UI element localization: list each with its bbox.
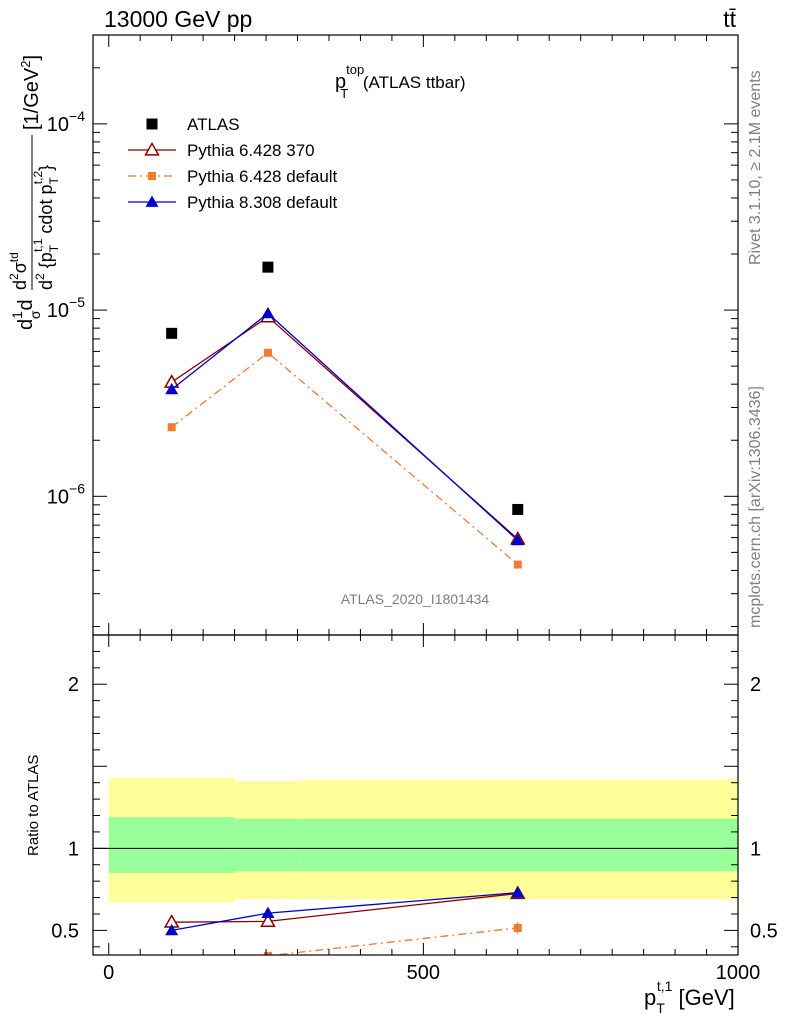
svg-text:d2σtd: d2σtd [7, 252, 30, 290]
pythia-6-428-370-line [171, 316, 519, 540]
energy-label: 13000 GeV pp [104, 6, 252, 32]
main-y-tick-label: 10−5 [47, 294, 85, 322]
pythia-6-428-default-ratio-point [168, 958, 176, 966]
pythia-6-428-default-point [167, 423, 176, 432]
ratio-y-tick-label: 0.5 [51, 920, 79, 942]
x-axis-label: pTt,1 [GeV] [644, 978, 735, 1016]
ratio-y-tick-label: 1 [68, 838, 79, 860]
svg-text:[1/GeV2]: [1/GeV2] [18, 55, 43, 130]
legend: ATLAS Pythia 6.428 370 Pythia 6.428 defaul… [128, 115, 338, 212]
ratio-panel-frame [92, 634, 739, 956]
legend-label-pythia-6-428-370: Pythia 6.428 370 [187, 141, 315, 160]
atlas-point [166, 327, 178, 339]
legend-marker-pythia-6-428-default [148, 172, 156, 180]
pythia-8-308-default-ratio-point [261, 906, 275, 919]
pythia-6-428-default-point [263, 348, 272, 357]
pythia-8-308-default-point [261, 306, 275, 319]
pythia-8-308-default-ratio-point [165, 923, 179, 936]
process-label: tt̄ [723, 6, 736, 32]
pythia-6-428-default-ratio-point [513, 923, 522, 932]
pythia-6-428-370-ratio-point [260, 913, 276, 927]
legend-label-pythia-6-428-default: Pythia 6.428 default [187, 167, 338, 186]
main-plot-title: ptop T (ATLAS ttbar) [335, 62, 466, 101]
analysis-id: ATLAS_2020_I1801434 [341, 591, 490, 607]
atlas-point [262, 261, 274, 273]
legend-marker-pythia-6-428-370 [144, 141, 160, 156]
green-band-segment [108, 817, 235, 873]
pythia-8-308-default-point [511, 533, 525, 546]
axes-layer: 0 500 1000 10−4 10−5 10−6 2 2 1 1 0.5 0.5 [47, 34, 778, 984]
x-tick-label: 1000 [716, 962, 761, 984]
pythia-6-428-default-point [513, 560, 522, 569]
x-tick-label: 0 [103, 962, 114, 984]
ratio-y-tick-label-right: 0.5 [750, 920, 778, 942]
svg-text:d2 {pTt,1 cdot pTt,2}: d2 {pTt,1 cdot pTt,2} [31, 165, 61, 290]
main-y-tick-label: 10−6 [47, 480, 85, 508]
ratio-y-tick-label: 2 [68, 674, 79, 696]
pythia-8-308-default-point [165, 382, 179, 395]
pythia-6-428-default-ratio-point [263, 951, 272, 955]
legend-marker-atlas [146, 118, 158, 130]
atlas-point [512, 503, 524, 515]
main-y-axis-label: d1 σd d2σtd d2 {pTt,1 cdot pTt,2} [1/GeV2… [7, 55, 61, 330]
legend-marker-pythia-8-308-default [145, 195, 159, 207]
ratio-y-tick-label-right: 1 [750, 838, 761, 860]
ratio-uncertainty-bands [93, 777, 738, 903]
mcplots-label: mcplots.cern.ch [arXiv:1306.3436] [747, 386, 764, 628]
x-tick-label: 500 [407, 962, 440, 984]
legend-label-pythia-8-308-default: Pythia 8.308 default [187, 193, 338, 212]
green-band-segment [234, 818, 301, 872]
rivet-label: Rivet 3.1.10, ≥ 2.1M events [747, 70, 764, 265]
pythia-8-308-default-ratio-point [511, 886, 525, 898]
ratio-y-tick-label-right: 2 [750, 674, 761, 696]
main-y-tick-label: 10−4 [47, 108, 85, 136]
green-band-segment [300, 818, 738, 872]
pythia-6-428-default-ratio-line [269, 927, 518, 955]
main-series-layer [163, 261, 526, 569]
legend-label-atlas: ATLAS [187, 115, 240, 134]
ratio-y-axis-label: Ratio to ATLAS [25, 755, 42, 856]
